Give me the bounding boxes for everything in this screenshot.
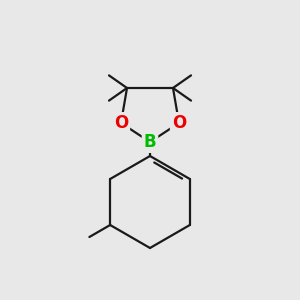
Text: B: B xyxy=(144,133,156,151)
Text: O: O xyxy=(172,114,186,132)
Text: O: O xyxy=(114,114,128,132)
